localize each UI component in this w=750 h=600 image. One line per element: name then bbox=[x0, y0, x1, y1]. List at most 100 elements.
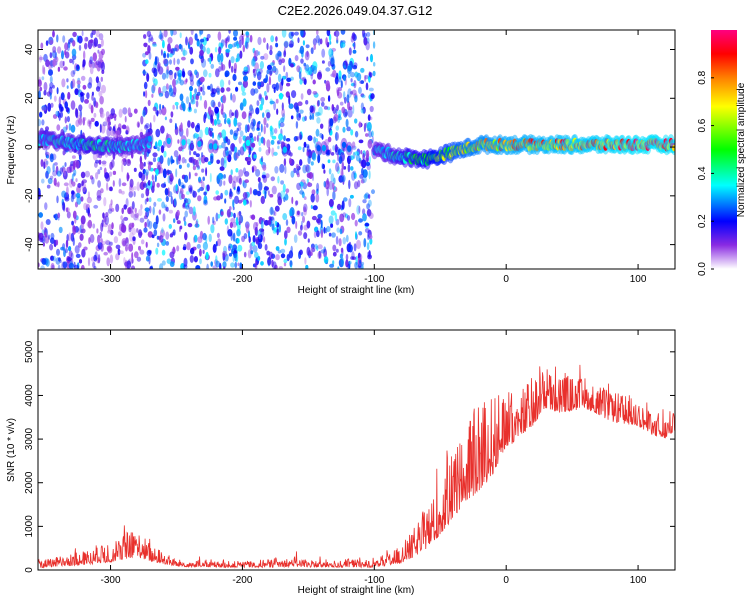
noise-speck bbox=[347, 109, 353, 118]
snr-x-label: Height of straight line (km) bbox=[298, 585, 415, 596]
noise-speck bbox=[69, 58, 73, 64]
noise-speck bbox=[90, 117, 95, 122]
noise-speck bbox=[48, 86, 53, 96]
noise-speck bbox=[118, 231, 122, 237]
noise-speck bbox=[40, 265, 45, 269]
noise-speck bbox=[144, 212, 148, 218]
noise-speck bbox=[217, 53, 221, 63]
noise-speck bbox=[89, 234, 95, 243]
noise-speck bbox=[296, 173, 300, 178]
noise-speck bbox=[193, 132, 198, 139]
noise-speck bbox=[256, 100, 260, 107]
noise-speck bbox=[257, 177, 261, 183]
noise-speck bbox=[72, 237, 75, 247]
noise-speck bbox=[286, 254, 290, 262]
noise-speck bbox=[200, 38, 205, 43]
noise-speck bbox=[95, 76, 99, 84]
noise-speck bbox=[320, 123, 324, 129]
noise-speck bbox=[192, 134, 196, 139]
noise-speck bbox=[232, 73, 237, 82]
figure-title: C2E2.2026.049.04.37.G12 bbox=[278, 3, 433, 18]
noise-speck bbox=[296, 182, 301, 191]
noise-speck bbox=[308, 172, 314, 179]
noise-speck bbox=[209, 83, 213, 92]
noise-speck bbox=[87, 82, 92, 89]
noise-speck bbox=[252, 81, 257, 86]
noise-speck bbox=[364, 228, 370, 233]
noise-speck bbox=[303, 196, 307, 201]
noise-speck bbox=[317, 244, 323, 250]
noise-speck bbox=[43, 161, 46, 169]
noise-speck bbox=[356, 72, 362, 82]
noise-speck bbox=[152, 76, 155, 83]
noise-speck bbox=[210, 99, 216, 108]
noise-speck bbox=[186, 163, 190, 168]
noise-speck bbox=[100, 238, 103, 244]
noise-speck bbox=[342, 237, 347, 245]
noise-speck bbox=[38, 76, 41, 85]
noise-speck bbox=[58, 96, 62, 105]
noise-speck bbox=[185, 205, 190, 210]
noise-speck bbox=[258, 137, 262, 146]
noise-speck bbox=[99, 95, 104, 105]
noise-speck bbox=[319, 133, 323, 138]
noise-speck bbox=[299, 45, 305, 55]
noise-speck bbox=[89, 175, 94, 180]
noise-speck bbox=[305, 264, 309, 269]
noise-speck bbox=[143, 91, 146, 97]
noise-speck bbox=[216, 195, 221, 201]
noise-speck bbox=[173, 197, 177, 207]
noise-speck bbox=[193, 236, 196, 244]
noise-speck bbox=[286, 226, 291, 233]
noise-speck bbox=[330, 223, 334, 228]
noise-speck bbox=[151, 234, 155, 239]
noise-speck bbox=[263, 137, 266, 146]
noise-speck bbox=[121, 158, 126, 165]
noise-speck bbox=[216, 159, 221, 165]
noise-speck bbox=[151, 174, 154, 181]
noise-speck bbox=[276, 228, 279, 236]
noise-speck bbox=[188, 184, 193, 191]
colorbar-gradient bbox=[711, 30, 737, 269]
noise-speck bbox=[194, 88, 198, 94]
noise-speck bbox=[260, 261, 264, 266]
noise-speck bbox=[66, 211, 71, 219]
noise-speck bbox=[339, 213, 345, 223]
noise-speck bbox=[318, 106, 323, 116]
noise-speck bbox=[128, 243, 134, 252]
noise-speck bbox=[323, 248, 327, 258]
noise-speck bbox=[163, 58, 169, 67]
noise-speck bbox=[179, 79, 184, 86]
noise-speck bbox=[52, 84, 55, 89]
noise-speck bbox=[233, 36, 238, 41]
noise-speck bbox=[169, 251, 175, 259]
noise-speck bbox=[195, 220, 198, 228]
noise-speck bbox=[316, 182, 320, 192]
noise-speck bbox=[93, 37, 99, 47]
noise-speck bbox=[338, 87, 342, 92]
noise-speck bbox=[320, 219, 323, 229]
noise-speck bbox=[328, 232, 332, 237]
noise-speck bbox=[275, 246, 280, 251]
noise-speck bbox=[40, 221, 44, 230]
noise-speck bbox=[143, 169, 149, 176]
noise-speck bbox=[199, 248, 202, 257]
noise-speck bbox=[209, 56, 212, 65]
noise-speck bbox=[297, 230, 303, 236]
noise-speck bbox=[92, 223, 96, 229]
noise-speck bbox=[330, 152, 335, 156]
noise-speck bbox=[143, 161, 146, 167]
noise-speck bbox=[201, 152, 204, 158]
noise-speck bbox=[49, 243, 54, 251]
noise-speck bbox=[199, 258, 202, 265]
noise-speck bbox=[370, 93, 375, 100]
noise-speck bbox=[189, 142, 195, 151]
track-core bbox=[316, 145, 321, 152]
noise-speck bbox=[223, 155, 227, 164]
noise-speck bbox=[107, 208, 113, 214]
colorbar-tick-label: 0.2 bbox=[697, 214, 708, 228]
noise-speck bbox=[266, 139, 271, 149]
noise-speck bbox=[236, 43, 240, 49]
noise-speck bbox=[132, 236, 136, 241]
noise-speck bbox=[207, 85, 211, 90]
